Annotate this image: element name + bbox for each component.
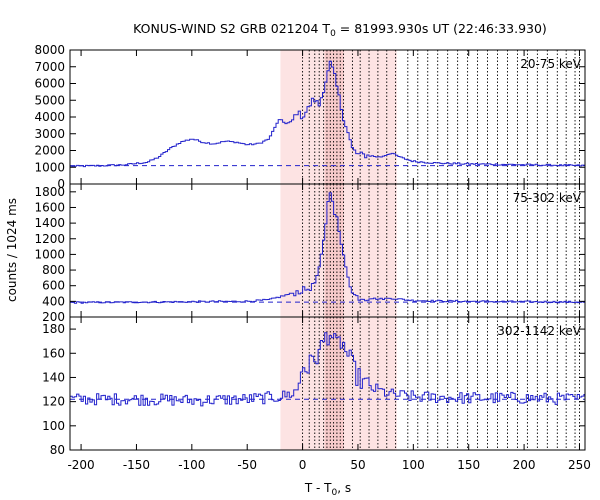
y-tick-label: 5000 [34, 93, 65, 107]
x-tick-label: 0 [299, 458, 307, 472]
x-axis-label-sub: 0 [332, 488, 338, 498]
x-tick-label: -200 [67, 458, 94, 472]
x-tick-label: 150 [457, 458, 480, 472]
x-tick-label: 200 [513, 458, 536, 472]
y-tick-label: 180 [42, 322, 65, 336]
x-axis-label: T - T0, s [304, 481, 351, 498]
x-axis-label-suffix: , s [337, 481, 351, 495]
y-tick-label: 80 [50, 443, 65, 457]
y-tick-label: 3000 [34, 127, 65, 141]
x-tick-label: 50 [350, 458, 365, 472]
y-tick-label: 120 [42, 395, 65, 409]
y-tick-label: 4000 [34, 110, 65, 124]
y-tick-label: 1800 [34, 185, 65, 199]
x-tick-label: -150 [123, 458, 150, 472]
y-tick-label: 1200 [34, 232, 65, 246]
chart-title-prefix: KONUS-WIND S2 GRB 021204 T [133, 21, 330, 36]
y-tick-label: 1400 [34, 216, 65, 230]
y-tick-label: 1000 [34, 160, 65, 174]
y-tick-label: 800 [42, 263, 65, 277]
y-tick-label: 160 [42, 346, 65, 360]
series-line-1 [70, 60, 585, 168]
shaded-interval-dark [324, 317, 344, 450]
y-tick-label: 400 [42, 294, 65, 308]
y-tick-label: 1600 [34, 200, 65, 214]
y-tick-label: 1000 [34, 247, 65, 261]
y-axis-label: counts / 1024 ms [5, 198, 19, 302]
x-axis-label-prefix: T - T [304, 481, 332, 495]
y-tick-label: 600 [42, 279, 65, 293]
panel-energy-label: 302-1142 keV [497, 324, 581, 338]
chart-title-sub: 0 [330, 29, 336, 39]
panel-frame [69, 316, 586, 451]
series-line-3 [70, 332, 585, 407]
panel-energy-label: 20-75 keV [520, 57, 582, 71]
y-tick-label: 7000 [34, 60, 65, 74]
panel-1: 0 1000 2000 3000 4000 5000 6000 7000 8000 20-75 k… [34, 43, 586, 191]
y-tick-label: 200 [42, 310, 65, 324]
x-tick-label: 250 [568, 458, 591, 472]
x-tick-label: 100 [402, 458, 425, 472]
panel-energy-label: 75-302 keV [513, 191, 582, 205]
y-tick-label: 140 [42, 370, 65, 384]
chart-title: KONUS-WIND S2 GRB 021204 T0 = 81993.930s… [133, 21, 547, 39]
y-tick-label: 0 [57, 177, 65, 191]
x-tick-label: -50 [237, 458, 257, 472]
y-tick-label: 100 [42, 419, 65, 433]
y-tick-label: 6000 [34, 77, 65, 91]
x-tick-label: -100 [178, 458, 205, 472]
shaded-interval-dark [324, 184, 344, 317]
shaded-interval-dark [324, 50, 344, 184]
chart-title-suffix: = 81993.930s UT (22:46:33.930) [336, 21, 547, 36]
panel-3: 80 100 120 140 160 180 302-1142 keV [42, 316, 586, 457]
series-line-2 [70, 192, 585, 304]
y-tick-label: 8000 [34, 43, 65, 57]
y-tick-label: 2000 [34, 144, 65, 158]
